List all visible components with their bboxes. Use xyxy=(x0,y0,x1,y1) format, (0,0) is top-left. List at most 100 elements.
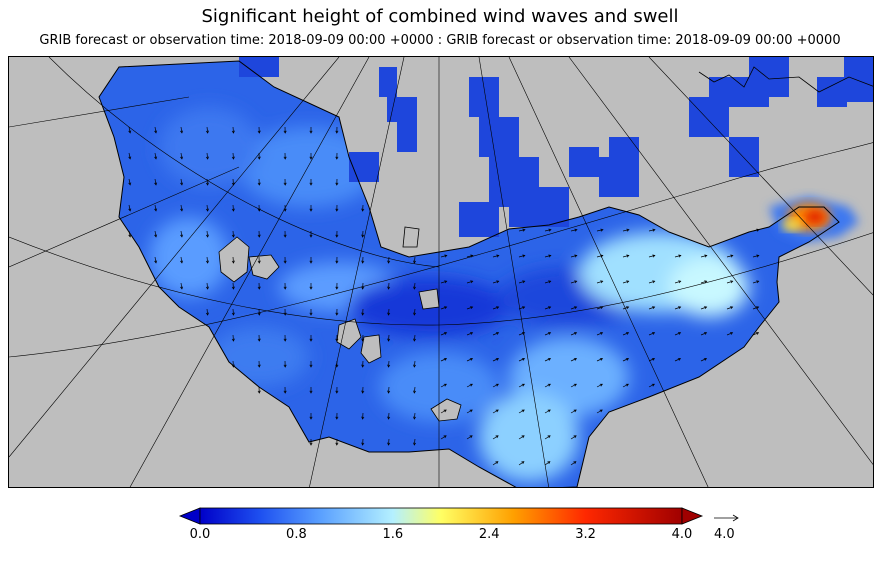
direction-arrow xyxy=(309,283,313,290)
direction-arrow xyxy=(257,152,261,160)
direction-arrow xyxy=(492,306,500,310)
direction-arrow xyxy=(309,309,313,316)
direction-arrow xyxy=(257,126,261,134)
direction-arrow xyxy=(518,332,526,336)
direction-arrow xyxy=(752,306,760,310)
direction-arrow xyxy=(648,383,655,388)
direction-arrow xyxy=(544,306,552,310)
direction-arrow xyxy=(544,435,551,440)
direction-arrow xyxy=(128,230,132,238)
direction-arrow xyxy=(492,461,499,466)
direction-arrow xyxy=(413,360,416,368)
direction-arrow xyxy=(466,306,474,310)
direction-arrow xyxy=(518,357,526,362)
vector-reference-arrow xyxy=(714,514,739,522)
direction-arrow xyxy=(570,357,578,362)
direction-arrow xyxy=(128,204,132,212)
direction-arrow xyxy=(180,204,184,212)
direction-arrow xyxy=(648,357,656,362)
colorbar-tick-label: 3.2 xyxy=(575,527,596,542)
direction-arrow xyxy=(440,332,448,336)
direction-arrow xyxy=(283,360,287,368)
direction-arrow xyxy=(154,126,158,134)
direction-arrow xyxy=(180,256,184,264)
direction-arrow xyxy=(283,230,287,238)
direction-arrow xyxy=(361,230,365,238)
direction-arrow xyxy=(492,280,500,284)
direction-arrow xyxy=(674,280,682,284)
direction-arrow xyxy=(180,282,184,290)
direction-arrow xyxy=(335,282,339,290)
colorbar-tick-label: 1.6 xyxy=(382,527,404,542)
direction-arrow xyxy=(648,280,656,284)
direction-arrow xyxy=(335,126,339,134)
direction-arrow xyxy=(309,231,313,238)
direction-arrow xyxy=(231,308,235,316)
direction-arrow xyxy=(128,178,132,186)
direction-arrow xyxy=(570,383,577,388)
direction-arrow xyxy=(387,282,391,290)
direction-arrow xyxy=(128,126,132,134)
direction-arrow xyxy=(205,256,209,264)
direction-arrow xyxy=(413,308,416,316)
direction-arrow xyxy=(596,357,604,362)
direction-arrow xyxy=(180,230,184,238)
direction-arrow xyxy=(544,280,552,284)
direction-arrow xyxy=(387,334,391,342)
direction-arrow xyxy=(466,332,474,336)
direction-arrow xyxy=(518,254,526,258)
direction-arrow xyxy=(700,357,708,362)
direction-arrow xyxy=(570,228,578,232)
direction-arrow xyxy=(309,335,313,342)
direction-arrow xyxy=(154,152,158,160)
direction-arrow xyxy=(752,228,760,232)
direction-arrow xyxy=(518,461,525,466)
direction-arrow xyxy=(335,178,339,186)
direction-arrow xyxy=(309,439,313,446)
direction-arrow xyxy=(544,332,552,336)
direction-arrow xyxy=(309,205,313,212)
direction-arrow xyxy=(518,383,525,388)
direction-arrow xyxy=(335,412,339,420)
direction-arrow xyxy=(205,282,209,290)
direction-arrow xyxy=(205,230,209,238)
direction-arrow xyxy=(154,204,158,212)
direction-arrow xyxy=(257,230,261,238)
direction-arrow xyxy=(231,256,235,264)
direction-arrow xyxy=(440,280,448,284)
direction-arrow xyxy=(726,332,734,336)
direction-arrow xyxy=(335,386,339,394)
direction-arrow xyxy=(726,280,734,284)
direction-arrow xyxy=(361,256,365,264)
direction-arrow xyxy=(205,178,209,186)
direction-arrow xyxy=(596,228,604,232)
direction-arrow xyxy=(674,332,682,336)
direction-arrow xyxy=(622,383,629,388)
direction-arrow xyxy=(570,280,578,284)
direction-arrow xyxy=(257,308,261,316)
direction-arrow xyxy=(752,332,760,336)
direction-arrow xyxy=(231,334,235,342)
map-panel xyxy=(8,56,874,488)
direction-arrow xyxy=(283,256,287,264)
direction-arrow xyxy=(440,409,447,414)
colorbar-tick-label: 0.0 xyxy=(189,527,211,542)
colorbar-tick-label: 0.8 xyxy=(286,527,307,542)
direction-arrow xyxy=(309,127,313,134)
direction-arrow xyxy=(700,332,708,336)
direction-arrow xyxy=(309,361,313,368)
direction-arrow xyxy=(361,438,365,446)
direction-arrow xyxy=(205,204,209,212)
direction-arrow xyxy=(335,438,339,446)
direction-arrow xyxy=(309,179,313,186)
direction-arrow xyxy=(492,383,499,388)
direction-arrow xyxy=(544,409,551,414)
direction-arrow xyxy=(387,308,391,316)
direction-arrow xyxy=(752,254,760,258)
colorbar-over-arrow xyxy=(681,507,704,525)
direction-arrow xyxy=(361,360,365,368)
direction-arrow xyxy=(466,435,473,440)
direction-arrow xyxy=(257,204,261,212)
direction-arrow xyxy=(413,438,416,446)
direction-arrow xyxy=(361,282,365,290)
